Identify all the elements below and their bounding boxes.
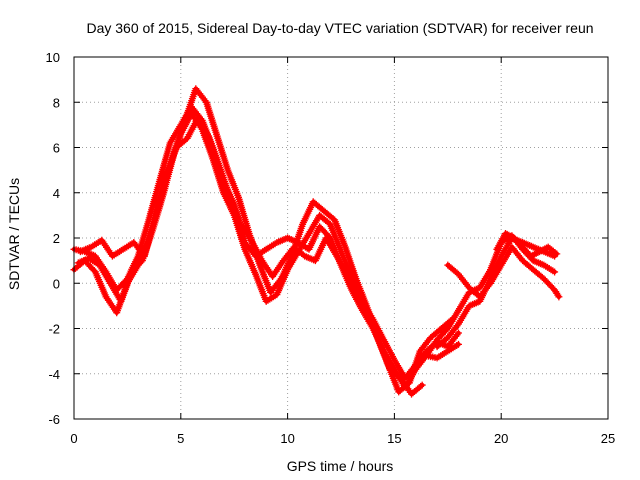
y-tick-label: 6 xyxy=(53,141,60,156)
data-point xyxy=(555,293,563,301)
x-tick-label: 25 xyxy=(601,431,615,446)
y-tick-label: 2 xyxy=(53,231,60,246)
y-tick-label: -2 xyxy=(48,322,60,337)
y-tick-label: -6 xyxy=(48,412,60,427)
x-tick-label: 15 xyxy=(387,431,401,446)
data-point xyxy=(417,382,425,390)
y-tick-label: 0 xyxy=(53,276,60,291)
x-tick-label: 20 xyxy=(494,431,508,446)
data-point xyxy=(553,250,561,258)
y-tick-label: 10 xyxy=(46,50,60,65)
data-layer xyxy=(70,85,563,398)
y-tick-label: 8 xyxy=(53,95,60,110)
x-tick-label: 10 xyxy=(280,431,294,446)
tick-layer: 0 5 10 15 20 25 -6 -4 -2 0 2 4 6 8 10 xyxy=(46,50,616,446)
x-tick-label: 0 xyxy=(70,431,77,446)
series-track-8 xyxy=(493,230,561,260)
data-point xyxy=(418,381,426,389)
y-axis-label: SDTVAR / TECUs xyxy=(6,178,22,290)
y-tick-label: -4 xyxy=(48,367,60,382)
y-tick-label: 4 xyxy=(53,186,60,201)
series-track-7 xyxy=(444,243,563,301)
data-point xyxy=(454,329,462,337)
series-track-4 xyxy=(76,114,426,398)
series-trace xyxy=(78,115,425,397)
data-point xyxy=(453,331,461,339)
data-point xyxy=(454,340,462,348)
data-point xyxy=(551,268,559,276)
x-axis-label: GPS time / hours xyxy=(287,458,394,474)
chart-title: Day 360 of 2015, Sidereal Day-to-day VTE… xyxy=(86,20,593,36)
x-tick-label: 5 xyxy=(177,431,184,446)
